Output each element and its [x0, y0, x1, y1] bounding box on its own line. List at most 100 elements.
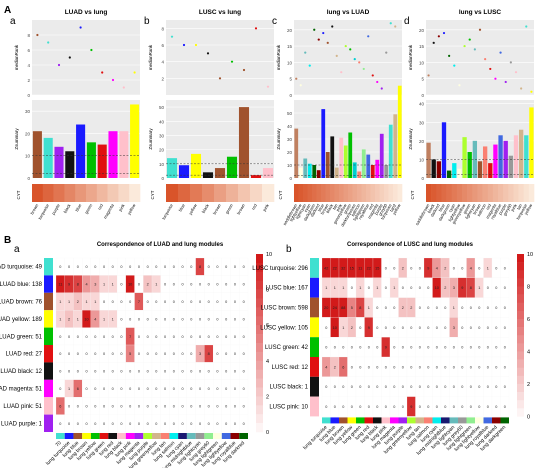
- module-label: brown: [472, 202, 482, 215]
- cell-value: 2: [410, 306, 412, 310]
- cell-value: 0: [453, 365, 455, 369]
- col-color: [432, 417, 441, 424]
- row-color: [310, 317, 319, 338]
- rank-point: [335, 54, 338, 57]
- cell-value: 0: [199, 422, 201, 426]
- module-label: green: [224, 202, 234, 214]
- rank-point: [170, 35, 174, 38]
- cyt-cell: [375, 184, 380, 202]
- cell-value: 0: [138, 422, 140, 426]
- cell-value: 0: [129, 370, 131, 374]
- cyt-cell: [178, 184, 191, 202]
- legend-tick: 4: [527, 349, 530, 355]
- z-bar: [370, 165, 375, 178]
- module-label: red: [485, 202, 493, 210]
- cell-value: 0: [103, 422, 105, 426]
- cell-value: 0: [147, 370, 149, 374]
- cell-value: 0: [129, 404, 131, 408]
- rank-point: [442, 31, 446, 35]
- cell-value: 0: [368, 405, 370, 409]
- z-tick: 20: [287, 150, 293, 155]
- cell-value: 0: [94, 265, 96, 269]
- z-bar: [388, 124, 393, 178]
- cell-value: 3: [453, 326, 455, 330]
- rank-point: [432, 41, 435, 44]
- cell-value: 0: [234, 352, 236, 356]
- row-color: [44, 379, 53, 398]
- cell-value: 88: [341, 306, 345, 310]
- cyt-cell: [312, 184, 317, 202]
- cell-value: 0: [155, 370, 157, 374]
- cell-value: 0: [225, 317, 227, 321]
- cell-value: 0: [216, 335, 218, 339]
- cell-value: 0: [216, 370, 218, 374]
- cell-value: 0: [325, 326, 327, 330]
- cell-value: 0: [402, 286, 404, 290]
- legend-step: [256, 271, 263, 281]
- module-label: darkred: [429, 202, 441, 217]
- module-label: brown: [236, 202, 246, 215]
- cell-value: 0: [94, 404, 96, 408]
- cyt-ylabel: CYT: [410, 190, 415, 199]
- cell-value: 0: [225, 387, 227, 391]
- cell-value: 0: [393, 365, 395, 369]
- row-color: [310, 297, 319, 318]
- rank-point: [353, 58, 356, 61]
- z-tick: 10: [287, 163, 293, 168]
- row-label: LUSC pink: 10: [269, 405, 308, 411]
- legend-step: [517, 343, 524, 352]
- cell-value: 0: [68, 422, 70, 426]
- module-label: grey60: [377, 202, 388, 216]
- cell-value: 0: [334, 385, 336, 389]
- col-color: [390, 417, 399, 424]
- cyt-cell: [226, 184, 239, 202]
- cell-value: 2: [444, 266, 446, 270]
- legend-step: [517, 375, 524, 385]
- cell-value: 0: [487, 306, 489, 310]
- cell-value: 0: [85, 387, 87, 391]
- cell-value: 0: [368, 286, 370, 290]
- z-bar: [43, 137, 53, 178]
- z-bar: [498, 135, 503, 178]
- cell-value: 0: [129, 317, 131, 321]
- cell-value: 0: [147, 300, 149, 304]
- legend-tick: 2: [266, 394, 269, 400]
- cell-value: 0: [478, 306, 480, 310]
- cell-value: 0: [225, 352, 227, 356]
- cell-value: 0: [173, 283, 175, 287]
- cell-value: 0: [393, 306, 395, 310]
- cell-value: 0: [234, 265, 236, 269]
- z-bar: [375, 159, 380, 178]
- rank-point: [453, 64, 456, 67]
- cell-value: 0: [243, 265, 245, 269]
- rank-tick: 0: [27, 93, 30, 98]
- cell-value: 0: [342, 385, 344, 389]
- rank-tick: 15: [419, 44, 425, 49]
- cell-value: 2: [68, 317, 70, 321]
- cyt-cell: [316, 184, 322, 202]
- rank-point: [468, 38, 471, 41]
- legend-step: [256, 254, 263, 264]
- cell-value: 0: [359, 385, 361, 389]
- cell-value: 0: [427, 306, 429, 310]
- cell-value: 8: [359, 306, 361, 310]
- row-label: LUAD blue: 138: [0, 282, 43, 288]
- col-color: [441, 417, 450, 424]
- z-tick: 30: [419, 120, 425, 125]
- cell-value: 6: [77, 387, 79, 391]
- legend-tick: 0: [266, 430, 269, 436]
- row-label: LUAD red: 27: [6, 352, 43, 358]
- legend-step: [256, 325, 263, 335]
- z-bar: [339, 137, 344, 178]
- cell-value: 0: [393, 266, 395, 270]
- panel-letter: a: [10, 16, 16, 27]
- cell-value: 0: [190, 317, 192, 321]
- cell-value: 0: [342, 405, 344, 409]
- rank-point: [371, 74, 374, 77]
- cell-value: 0: [208, 300, 210, 304]
- cyt-cell: [303, 184, 308, 202]
- cell-value: 1: [393, 286, 395, 290]
- cell-value: 24: [333, 306, 337, 310]
- row-color: [310, 357, 319, 377]
- row-color: [310, 277, 319, 298]
